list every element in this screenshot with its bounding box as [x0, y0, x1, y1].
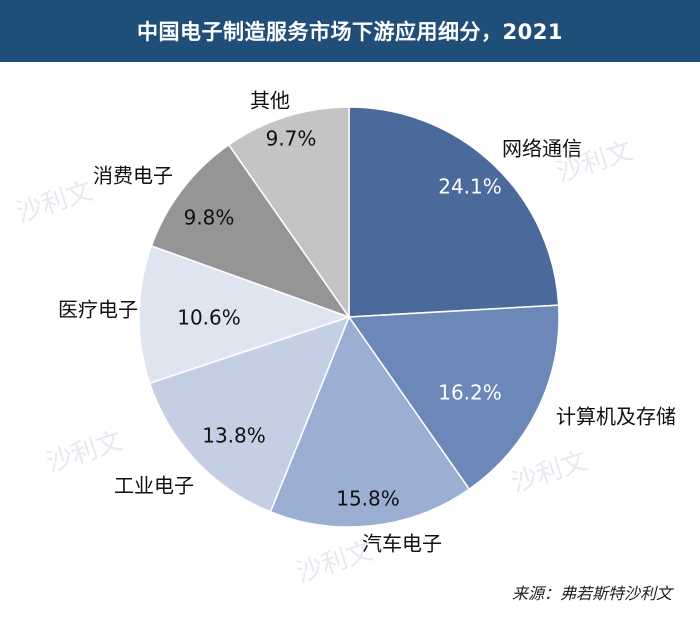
slice-category-label: 消费电子: [93, 164, 173, 188]
slice-category-label: 医疗电子: [58, 298, 138, 322]
watermark-text: 沙利文: [43, 426, 126, 479]
slice-category-label: 计算机及存储: [556, 405, 676, 429]
slice-percent-label: 10.6%: [177, 306, 241, 330]
slice-percent-label: 15.8%: [336, 487, 400, 511]
pie-slice: [348, 106, 560, 318]
pie-slice: [148, 315, 351, 513]
pie-slice: [347, 304, 560, 491]
slice-category-label: 其他: [250, 89, 290, 113]
slice-percent-label: 13.8%: [202, 424, 266, 448]
pie-slices: [138, 106, 560, 528]
slice-category-label: 网络通信: [502, 137, 582, 161]
pie-chart: 沙利文沙利文沙利文沙利文沙利文沙利文沙利文 24.1%网络通信16.2%计算机及…: [13, 89, 676, 589]
pie-slice: [269, 315, 471, 528]
source-note: 来源：弗若斯特沙利文: [511, 584, 672, 603]
chart-title: 中国电子制造服务市场下游应用细分，2021: [137, 20, 563, 44]
slice-percent-label: 9.8%: [184, 206, 235, 230]
pie-slice: [138, 244, 352, 385]
slice-category-label: 工业电子: [114, 474, 194, 498]
watermark-text: 沙利文: [508, 446, 591, 499]
title-bar: 中国电子制造服务市场下游应用细分，2021: [0, 0, 700, 62]
pie-slice: [150, 143, 351, 319]
slice-category-label: 汽车电子: [362, 532, 442, 556]
slice-percent-label: 24.1%: [438, 175, 502, 199]
chart-area: 沙利文沙利文沙利文沙利文沙利文沙利文沙利文 24.1%网络通信16.2%计算机及…: [0, 62, 700, 618]
watermark-text: 沙利文: [13, 176, 96, 229]
pie-labels: 24.1%网络通信 16.2% 计算机及存储 15.8% 汽车电子 13.8% 工业电子 10…: [58, 89, 676, 556]
slice-percent-label: 16.2%: [438, 381, 502, 405]
pie-slice: [227, 106, 350, 320]
slice-percent-label: 9.7%: [266, 127, 317, 151]
